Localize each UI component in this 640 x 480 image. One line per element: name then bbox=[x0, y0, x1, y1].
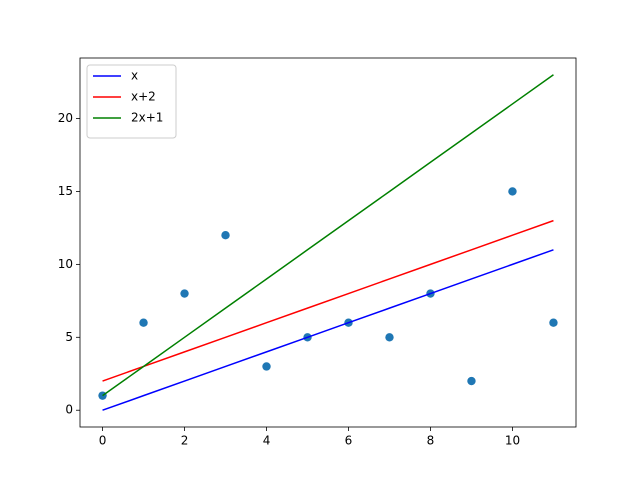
line bbox=[102, 219, 554, 382]
legend-label: x+2 bbox=[131, 90, 156, 104]
x-tick-label: 10 bbox=[505, 434, 520, 448]
y-tick-label: 20 bbox=[58, 111, 73, 125]
y-tick-label: 5 bbox=[65, 330, 73, 344]
line bbox=[102, 74, 554, 397]
line bbox=[102, 249, 554, 411]
y-tick-label: 0 bbox=[65, 403, 73, 417]
scatter-point bbox=[221, 231, 230, 240]
plot-frame bbox=[79, 57, 577, 428]
x-tick-label: 2 bbox=[181, 434, 189, 448]
x-tick-label: 0 bbox=[99, 434, 107, 448]
legend-label: x bbox=[131, 69, 138, 83]
x-tick-label: 8 bbox=[427, 434, 435, 448]
scatter-point bbox=[139, 318, 148, 327]
scatter-point bbox=[262, 362, 271, 371]
scatter-point bbox=[180, 289, 189, 298]
x-tick-label: 6 bbox=[345, 434, 353, 448]
scatter-point bbox=[467, 376, 476, 386]
legend-label: 2x+1 bbox=[131, 111, 163, 125]
scatter-point bbox=[549, 318, 558, 327]
scatter-point bbox=[385, 333, 394, 342]
y-tick-label: 10 bbox=[58, 257, 73, 271]
legend-box bbox=[86, 64, 177, 139]
scatter-point bbox=[508, 187, 517, 196]
x-tick-label: 4 bbox=[263, 434, 271, 448]
y-tick-label: 15 bbox=[58, 184, 73, 198]
